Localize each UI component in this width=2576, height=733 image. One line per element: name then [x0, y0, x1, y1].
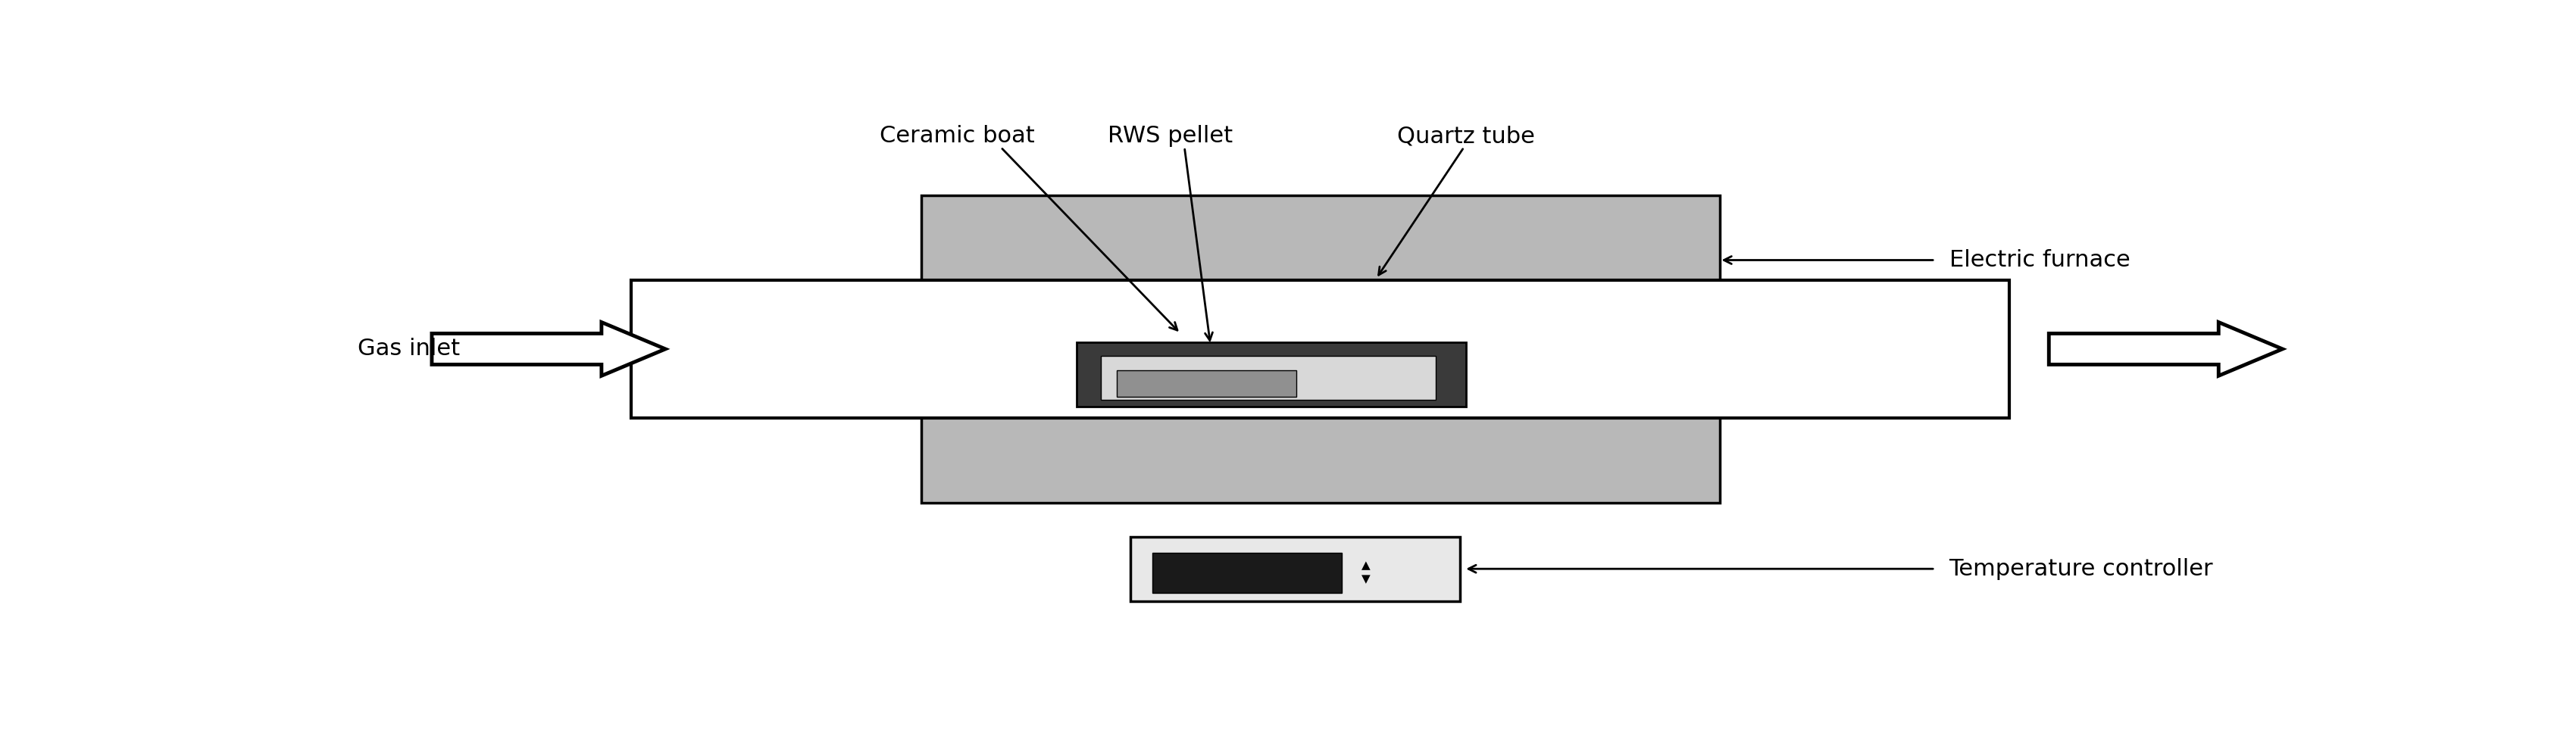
Text: RWS pellet: RWS pellet [1108, 125, 1234, 147]
Bar [631, 280, 2009, 418]
Bar [1151, 553, 1342, 593]
Text: Quartz tube: Quartz tube [1396, 125, 1535, 147]
Bar [1077, 342, 1466, 407]
Bar [1131, 537, 1461, 602]
Text: ▼: ▼ [1363, 574, 1370, 585]
Text: Electric furnace: Electric furnace [1950, 249, 2130, 271]
Bar [922, 359, 1721, 503]
Text: Temperature controller: Temperature controller [1950, 558, 2213, 580]
Polygon shape [2048, 323, 2282, 376]
Text: Gas inlet: Gas inlet [358, 338, 461, 360]
Bar [922, 195, 1721, 339]
Bar [1115, 370, 1296, 397]
Bar [1100, 356, 1435, 400]
Text: ▲: ▲ [1363, 560, 1370, 572]
Text: Ceramic boat: Ceramic boat [878, 125, 1036, 147]
Polygon shape [433, 323, 665, 376]
